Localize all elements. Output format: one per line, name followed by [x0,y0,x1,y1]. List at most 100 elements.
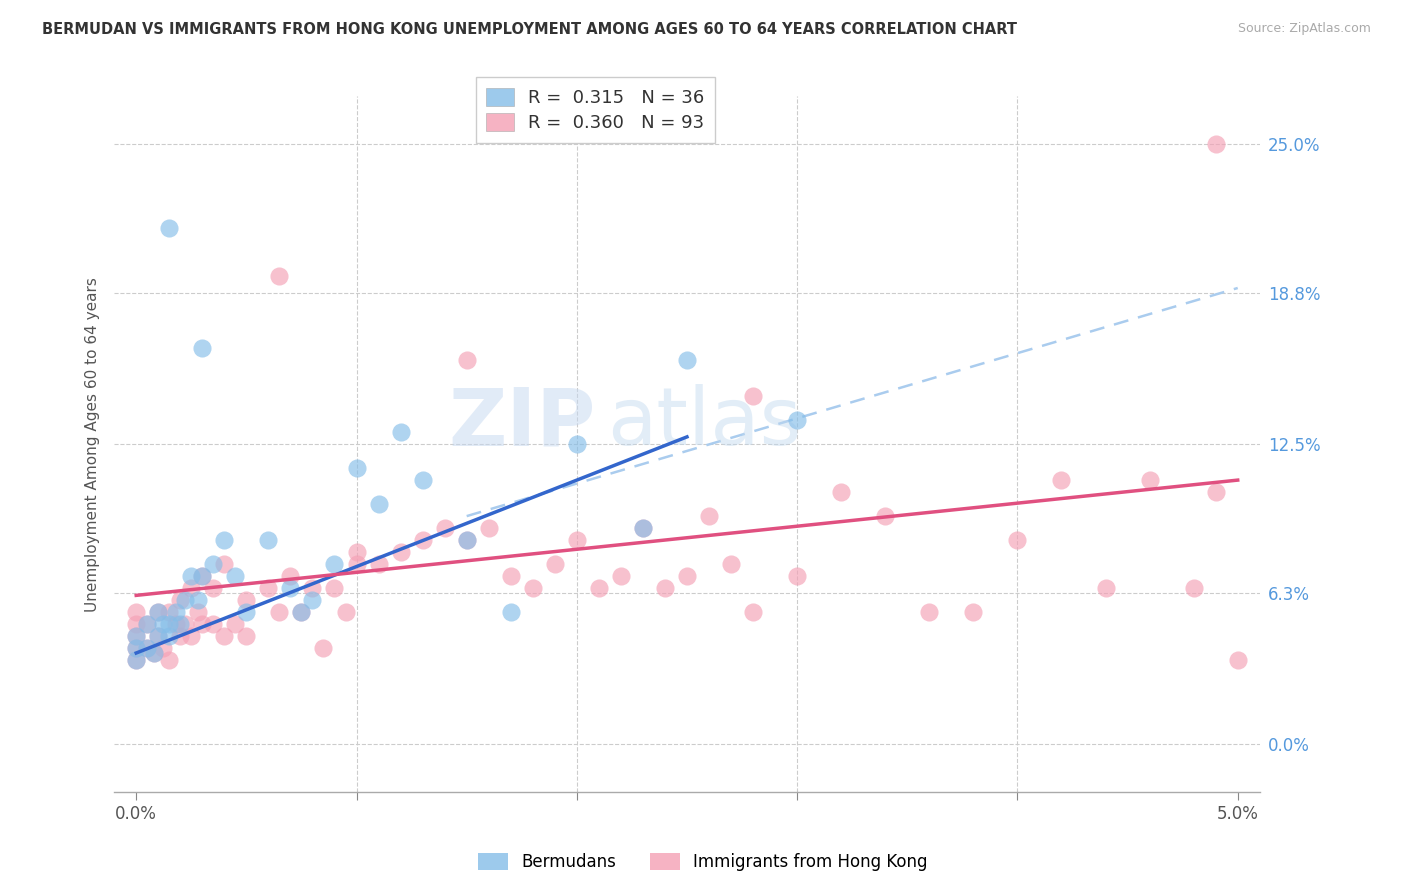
Point [136,641,159,656]
Point [125,605,148,619]
Point [290,605,312,619]
Point [136,617,159,632]
Point [224,617,246,632]
Point [136,617,159,632]
Y-axis label: Unemployment Among Ages 60 to 64 years: Unemployment Among Ages 60 to 64 years [86,277,100,612]
Point [125,653,148,667]
Point [214,629,236,643]
Point [610,569,633,583]
Point [152,617,174,632]
Point [412,473,434,487]
Point [157,653,180,667]
Point [191,617,214,632]
Point [631,521,654,535]
Point [367,497,389,511]
Point [720,557,742,571]
Point [676,569,699,583]
Text: atlas: atlas [607,384,801,462]
Point [367,557,389,571]
Point [191,341,214,355]
Point [301,593,323,607]
Point [224,569,246,583]
Point [588,581,610,595]
Point [1007,533,1029,548]
Point [280,569,302,583]
Point [125,641,148,656]
Point [142,646,165,660]
Point [456,353,478,368]
Point [180,581,202,595]
Point [522,581,544,595]
Point [136,641,159,656]
Point [257,533,280,548]
Point [697,509,720,524]
Point [169,629,191,643]
Point [173,593,195,607]
Point [962,605,984,619]
Point [148,629,170,643]
Point [786,569,808,583]
Legend: R =  0.315   N = 36, R =  0.360   N = 93: R = 0.315 N = 36, R = 0.360 N = 93 [475,77,716,143]
Text: BERMUDAN VS IMMIGRANTS FROM HONG KONG UNEMPLOYMENT AMONG AGES 60 TO 64 YEARS COR: BERMUDAN VS IMMIGRANTS FROM HONG KONG UN… [42,22,1017,37]
Point [346,461,368,475]
Point [412,533,434,548]
Point [202,617,225,632]
Point [191,569,214,583]
Point [565,437,588,451]
Point [389,545,412,559]
Point [269,268,291,283]
Point [433,521,456,535]
Point [830,485,852,500]
Point [1139,473,1161,487]
Point [157,605,180,619]
Point [499,605,522,619]
Point [312,641,335,656]
Point [499,569,522,583]
Point [157,617,180,632]
Point [323,581,346,595]
Point [389,425,412,439]
Point [235,593,257,607]
Point [214,557,236,571]
Text: ZIP: ZIP [449,384,595,462]
Point [125,629,148,643]
Point [157,629,180,643]
Point [148,605,170,619]
Point [654,581,676,595]
Point [335,605,357,619]
Point [214,533,236,548]
Point [742,389,765,403]
Point [1226,653,1249,667]
Point [165,617,187,632]
Point [301,581,323,595]
Point [202,557,225,571]
Point [191,569,214,583]
Point [280,581,302,595]
Point [142,646,165,660]
Point [544,557,567,571]
Point [148,605,170,619]
Text: Source: ZipAtlas.com: Source: ZipAtlas.com [1237,22,1371,36]
Point [456,533,478,548]
Point [180,569,202,583]
Point [323,557,346,571]
Point [786,413,808,427]
Point [235,605,257,619]
Point [742,605,765,619]
Point [187,593,209,607]
Legend: Bermudans, Immigrants from Hong Kong: Bermudans, Immigrants from Hong Kong [470,845,936,880]
Point [1205,485,1227,500]
Point [125,617,148,632]
Point [125,653,148,667]
Point [152,641,174,656]
Point [918,605,941,619]
Point [1182,581,1205,595]
Point [290,605,312,619]
Point [875,509,897,524]
Point [456,533,478,548]
Point [269,605,291,619]
Point [1094,581,1116,595]
Point [257,581,280,595]
Point [235,629,257,643]
Point [1050,473,1073,487]
